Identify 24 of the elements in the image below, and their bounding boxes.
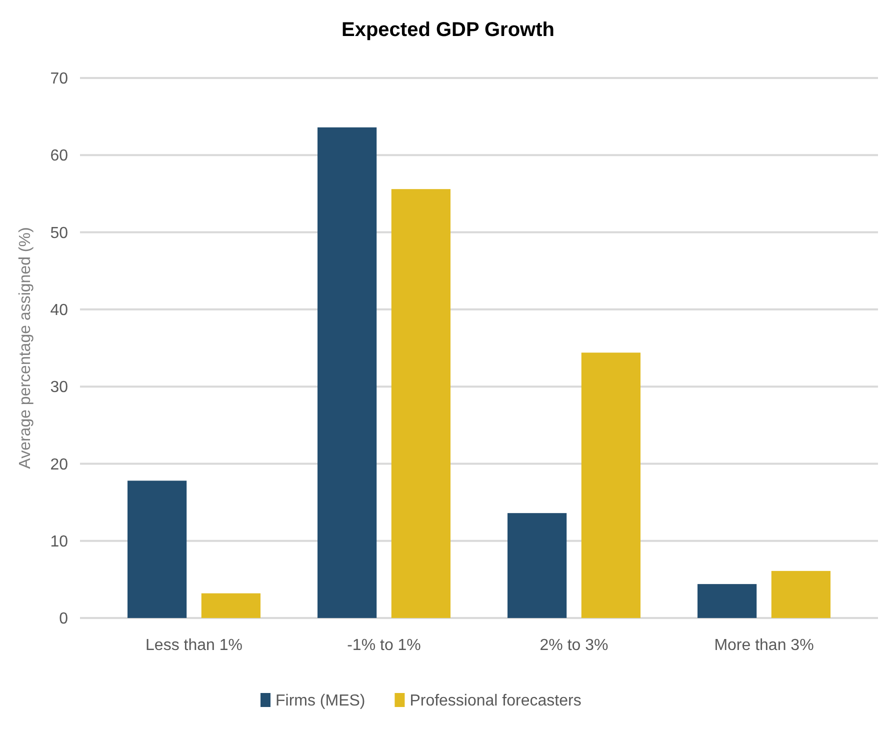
y-axis-title: Average percentage assigned (%) bbox=[17, 227, 34, 469]
bar bbox=[581, 352, 640, 618]
y-tick-label: 50 bbox=[50, 224, 68, 242]
bar bbox=[771, 570, 830, 618]
bar bbox=[391, 189, 450, 618]
y-tick-label: 10 bbox=[50, 533, 68, 550]
x-tick-label: Less than 1% bbox=[146, 637, 242, 654]
bar bbox=[201, 593, 260, 618]
y-tick-label: 40 bbox=[50, 302, 68, 320]
bar bbox=[318, 127, 377, 618]
legend-label: Firms (MES) bbox=[276, 692, 366, 710]
x-tick-label: More than 3% bbox=[714, 637, 814, 654]
bar bbox=[698, 584, 757, 618]
bar bbox=[128, 480, 187, 618]
legend-label: Professional forecasters bbox=[410, 692, 582, 710]
x-tick-label: 2% to 3% bbox=[540, 637, 608, 654]
y-tick-label: 30 bbox=[50, 379, 68, 396]
bar bbox=[508, 513, 567, 618]
y-tick-label: 60 bbox=[50, 148, 68, 165]
x-tick-label: -1% to 1% bbox=[347, 637, 421, 654]
y-tick-label: 0 bbox=[59, 610, 68, 628]
chart-title: Expected GDP Growth bbox=[341, 19, 555, 41]
y-tick-label: 20 bbox=[50, 456, 68, 474]
y-tick-label: 70 bbox=[50, 70, 68, 88]
